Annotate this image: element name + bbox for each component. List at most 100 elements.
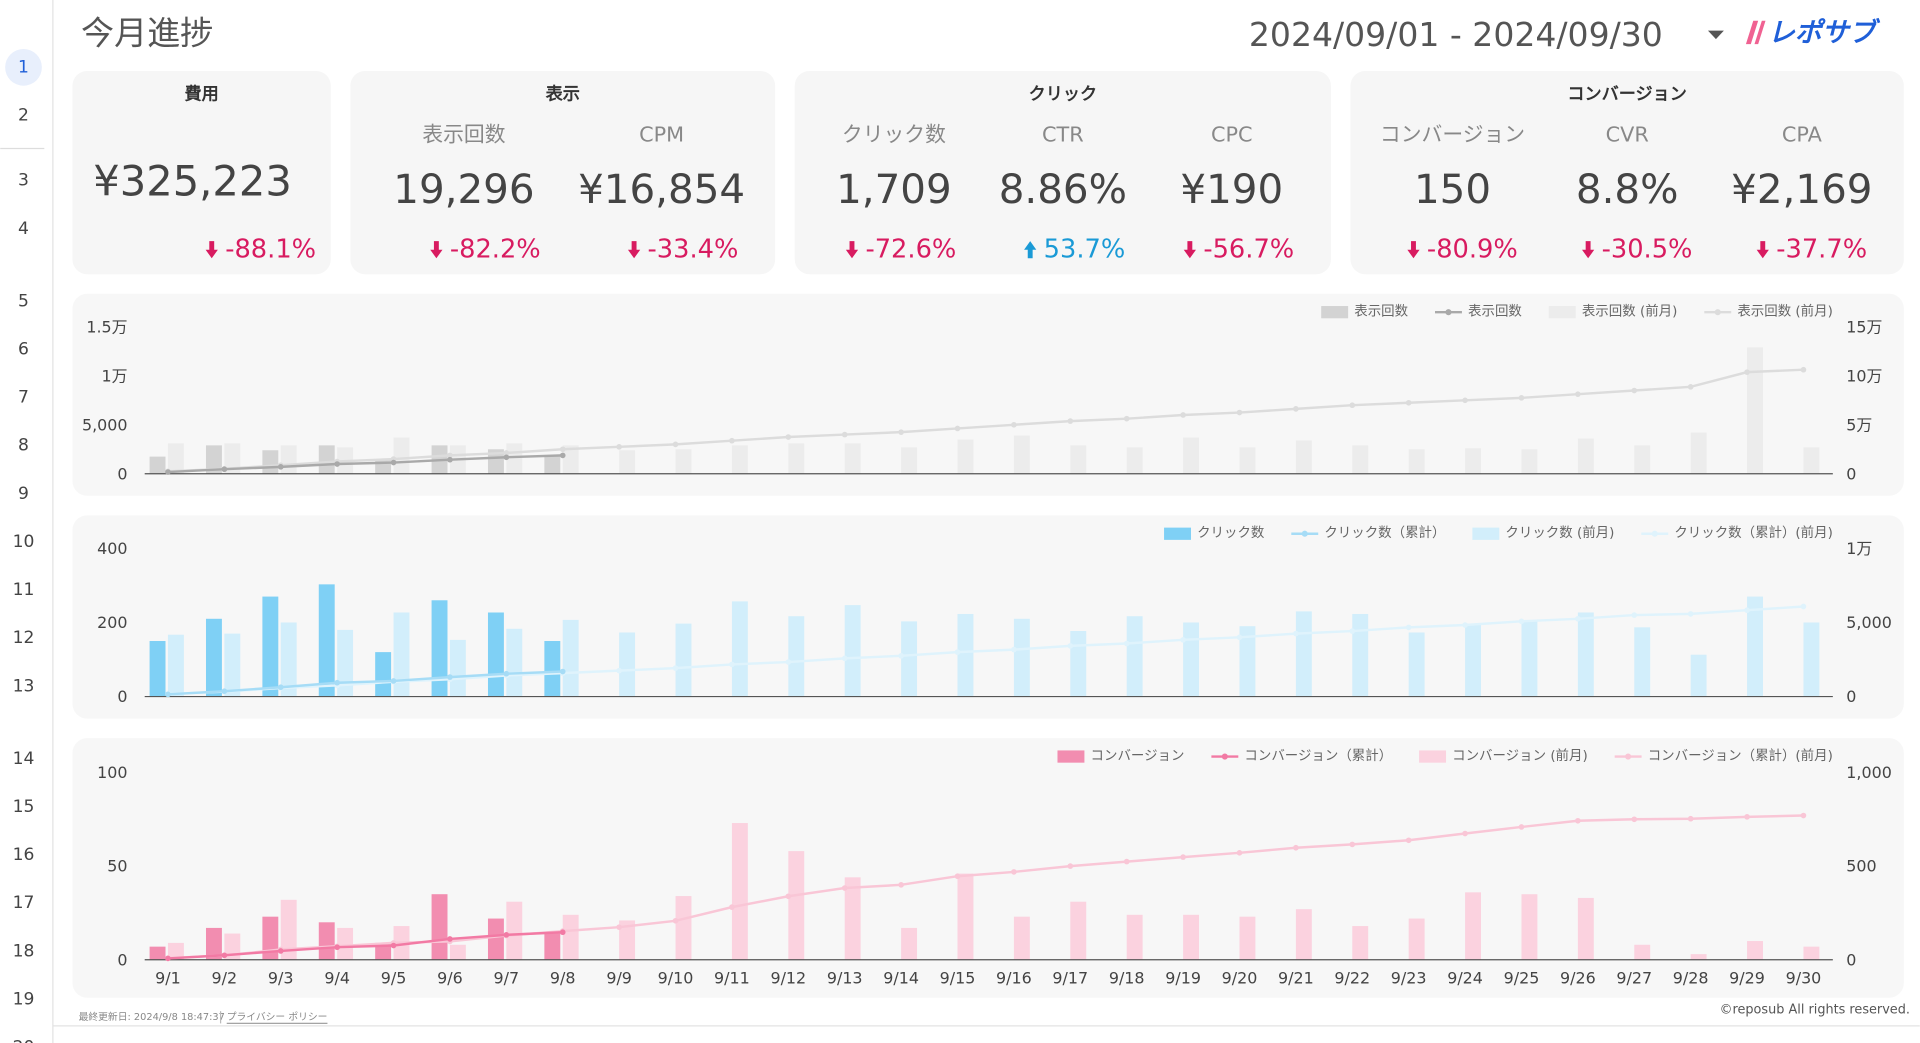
legend-item[interactable]: コンバージョン — [1057, 749, 1184, 764]
privacy-link[interactable]: プライバシー ポリシー — [227, 1011, 328, 1023]
y-tick-label: 200 — [97, 613, 127, 632]
bar — [1803, 622, 1820, 697]
bar — [1747, 347, 1763, 474]
page-number[interactable]: 6 — [18, 340, 29, 360]
bar — [957, 613, 974, 697]
legend-label: コンバージョン — [1091, 749, 1185, 764]
metric-change: -33.4% — [648, 235, 739, 265]
legend-item[interactable]: クリック数（累計）(前月) — [1641, 524, 1833, 541]
page-number[interactable]: 4 — [18, 219, 29, 239]
metric-value: 1,709 — [836, 166, 952, 213]
page-number[interactable]: 20 — [13, 1038, 35, 1043]
legend-swatch-dot — [1445, 309, 1452, 316]
x-tick-label: 9/20 — [1222, 969, 1258, 988]
legend-item[interactable]: 表示回数 — [1321, 304, 1409, 320]
bar — [901, 927, 918, 960]
page-number[interactable]: 13 — [13, 676, 35, 696]
metric-label: CTR — [1042, 123, 1084, 147]
page-number[interactable]: 9 — [18, 484, 29, 504]
line-point — [616, 444, 622, 450]
line-point — [672, 917, 679, 924]
chart-panel — [72, 293, 1904, 496]
updated-at: 最終更新日: 2024/9/8 18:47:37 — [79, 1010, 225, 1023]
page-number[interactable]: 10 — [13, 532, 35, 552]
legend-item[interactable]: 表示回数 (前月) — [1704, 303, 1833, 320]
card-title: コンバージョン — [1567, 84, 1687, 104]
bar — [1465, 623, 1481, 697]
legend-label: コンバージョン (前月) — [1452, 747, 1588, 764]
line-point — [1067, 643, 1074, 649]
bar — [619, 450, 636, 474]
page-number[interactable]: 14 — [13, 749, 35, 769]
metric-label: CVR — [1606, 123, 1649, 147]
legend-item[interactable]: コンバージョン (前月) — [1419, 747, 1588, 764]
metric-change: -80.9% — [1427, 235, 1518, 265]
bar — [675, 896, 692, 960]
line-point — [1180, 637, 1186, 643]
page-number[interactable]: 2 — [18, 105, 29, 125]
line-point — [1462, 830, 1468, 837]
page-number[interactable]: 8 — [18, 436, 29, 456]
legend-swatch — [1472, 527, 1500, 540]
y-tick-label: 0 — [117, 950, 127, 969]
line-series — [167, 814, 1804, 960]
x-tick-label: 9/12 — [770, 969, 806, 988]
legend-item[interactable]: コンバージョン（累計） — [1211, 748, 1392, 764]
metric-label: CPM — [639, 123, 684, 147]
line-point — [503, 454, 510, 461]
trend-arrow — [1183, 241, 1196, 259]
legend-item[interactable]: クリック数（累計） — [1291, 525, 1445, 541]
line-point — [1800, 603, 1807, 610]
y-tick-label: 5,000 — [82, 415, 128, 434]
legend-item[interactable]: コンバージョン（累計）(前月) — [1614, 747, 1833, 764]
legend-swatch — [1321, 306, 1349, 319]
card-title: 表示 — [546, 83, 580, 104]
page-number[interactable]: 1 — [18, 57, 29, 77]
bar — [224, 633, 241, 697]
x-tick-label: 9/26 — [1560, 969, 1596, 988]
bar — [1577, 897, 1594, 960]
line-point — [729, 904, 735, 910]
line-point — [165, 469, 171, 475]
bar — [1408, 449, 1425, 474]
bar — [487, 918, 504, 960]
legend-item[interactable]: 表示回数 — [1435, 304, 1522, 320]
trend-arrow — [1407, 241, 1420, 259]
legend-item[interactable]: 表示回数 (前月) — [1548, 303, 1678, 320]
metric-change: 53.7% — [1044, 235, 1126, 265]
line-point — [390, 459, 397, 466]
legend-item[interactable]: クリック数 (前月) — [1472, 524, 1614, 541]
metric-change: -88.1% — [225, 235, 316, 265]
page-number[interactable]: 5 — [18, 291, 29, 311]
bar — [167, 634, 184, 697]
page-number[interactable]: 15 — [13, 797, 35, 817]
trend-arrow — [1582, 241, 1595, 259]
line-point — [1518, 618, 1525, 625]
page-number[interactable]: 16 — [13, 845, 35, 865]
bar — [337, 629, 354, 697]
y-tick-label: 0 — [117, 464, 127, 483]
page-number[interactable]: 18 — [13, 941, 35, 961]
line-point — [1744, 814, 1750, 820]
page-number[interactable]: 17 — [13, 893, 35, 913]
date-range[interactable]: 2024/09/01 - 2024/09/30 — [1249, 15, 1663, 54]
bar — [1747, 596, 1763, 697]
legend-swatch — [1419, 750, 1447, 763]
page-number[interactable]: 12 — [13, 628, 35, 648]
x-tick-label: 9/13 — [827, 969, 863, 988]
logo[interactable]: レポサブ — [1768, 18, 1881, 49]
line-point — [1067, 418, 1074, 424]
page-title: 今月進捗 — [81, 14, 213, 53]
y2-tick-label: 1,000 — [1846, 763, 1892, 782]
line-point — [841, 885, 848, 891]
legend-label: 表示回数 (前月) — [1582, 303, 1678, 320]
page-number[interactable]: 11 — [13, 580, 35, 600]
legend-item[interactable]: クリック数 — [1164, 525, 1265, 541]
y-tick-label: 1万 — [102, 366, 128, 385]
page-number[interactable]: 19 — [13, 989, 35, 1009]
bar — [167, 443, 184, 474]
page-number[interactable]: 3 — [18, 171, 29, 191]
dropdown-arrow[interactable] — [1707, 30, 1724, 40]
page-number[interactable]: 7 — [18, 388, 29, 408]
